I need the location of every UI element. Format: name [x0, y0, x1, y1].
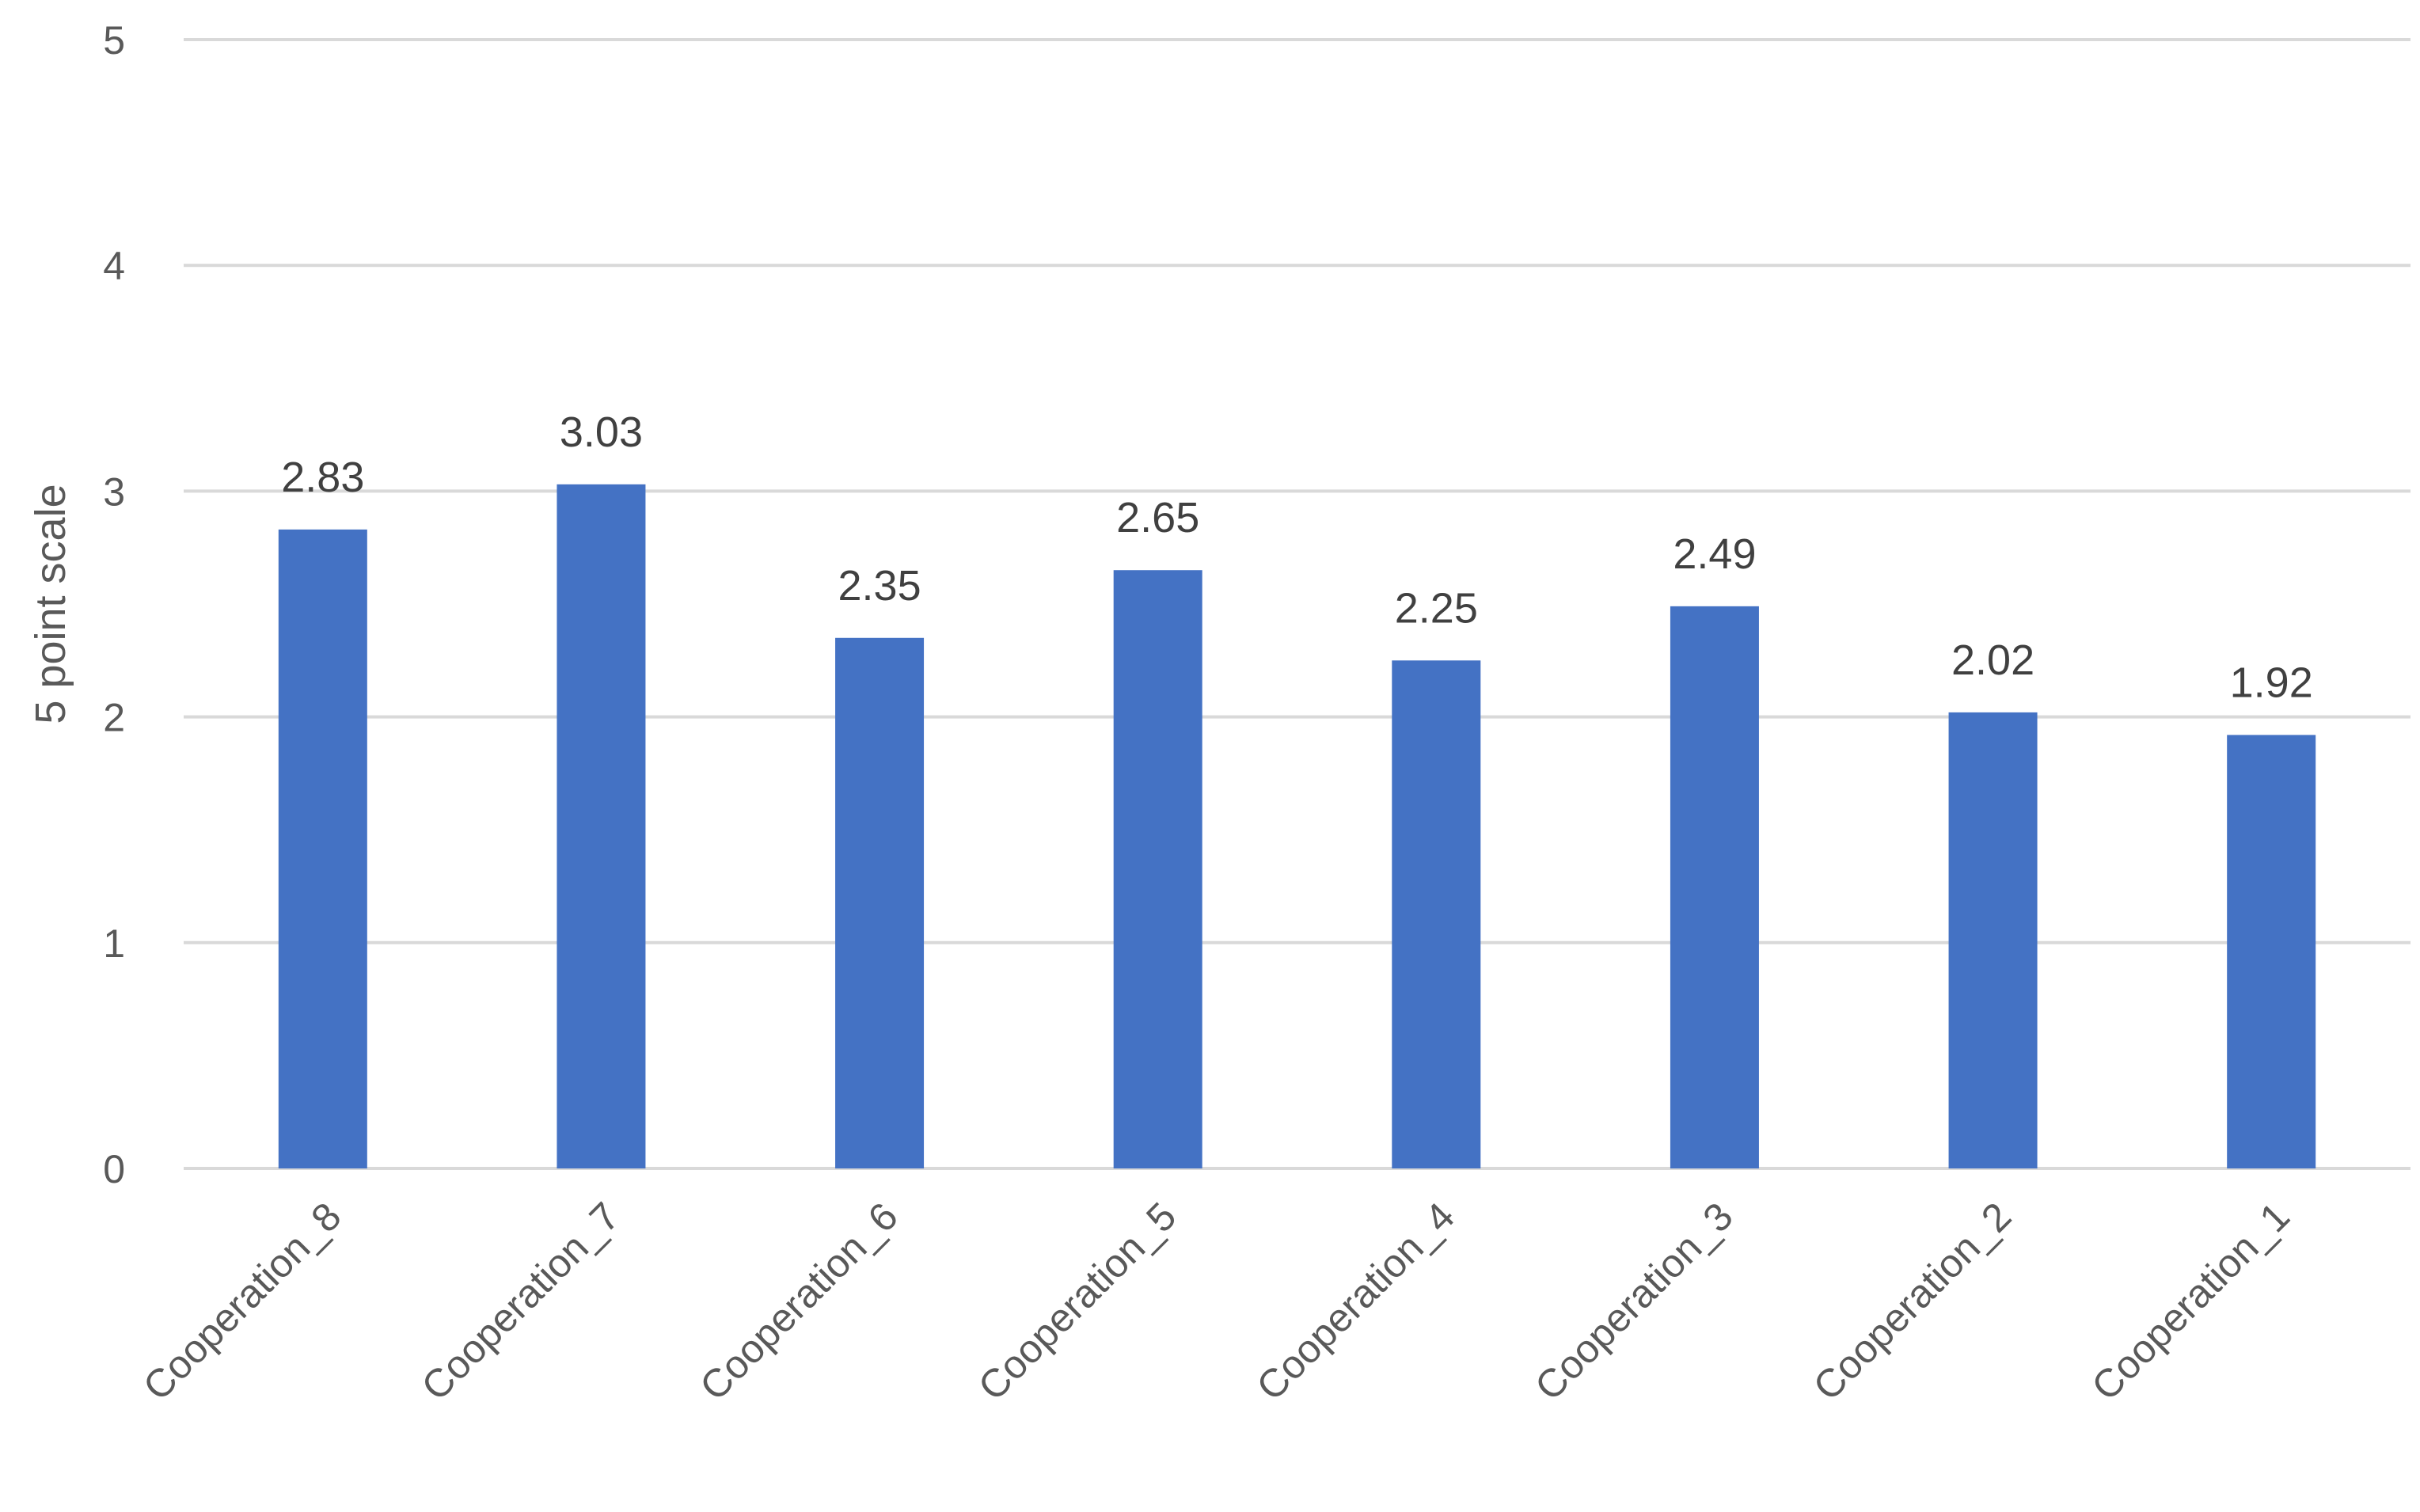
data-label: 1.92 [2230, 659, 2313, 706]
data-label: 3.03 [560, 408, 643, 456]
x-axis-labels: Cooperation_8 Cooperation_7 Cooperation_6 C… [135, 1194, 2298, 1409]
data-label: 2.83 [281, 454, 364, 501]
y-tick-label: 1 [103, 921, 125, 966]
y-tick-label: 0 [103, 1147, 125, 1191]
bar-cooperation-5 [1113, 570, 1202, 1168]
x-tick-label: Cooperation_8 [135, 1194, 350, 1409]
bar-cooperation-3 [1670, 606, 1759, 1168]
bar-cooperation-1 [2227, 735, 2316, 1168]
x-tick-label: Cooperation_4 [1248, 1194, 1464, 1409]
y-tick-label: 4 [103, 244, 125, 288]
data-label: 2.25 [1395, 584, 1478, 632]
bar-cooperation-2 [1948, 712, 2038, 1168]
data-label: 2.65 [1116, 494, 1199, 541]
x-tick-label: Cooperation_1 [2083, 1194, 2298, 1409]
x-tick-label: Cooperation_3 [1526, 1194, 1742, 1409]
data-label: 2.02 [1951, 636, 2034, 684]
gridlines [184, 38, 2411, 1170]
data-label: 2.35 [838, 562, 921, 610]
bar-cooperation-4 [1392, 660, 1481, 1168]
x-tick-label: Cooperation_2 [1805, 1194, 2020, 1409]
y-tick-label: 3 [103, 469, 125, 514]
x-tick-label: Cooperation_5 [970, 1194, 1185, 1409]
bar-cooperation-6 [835, 637, 925, 1168]
y-axis-title: 5 point scale [27, 484, 74, 724]
y-tick-label: 5 [103, 18, 125, 63]
x-tick-label: Cooperation_7 [413, 1194, 629, 1409]
y-axis-ticks: 0 1 2 3 4 5 [103, 18, 125, 1191]
data-labels: 2.83 3.03 2.35 2.65 2.25 2.49 2.02 1.92 [281, 408, 2312, 707]
bar-cooperation-8 [278, 529, 367, 1168]
bars [278, 484, 2316, 1168]
x-tick-label: Cooperation_6 [691, 1194, 906, 1409]
bar-cooperation-7 [557, 484, 646, 1168]
y-tick-label: 2 [103, 696, 125, 740]
data-label: 2.49 [1673, 530, 1756, 578]
